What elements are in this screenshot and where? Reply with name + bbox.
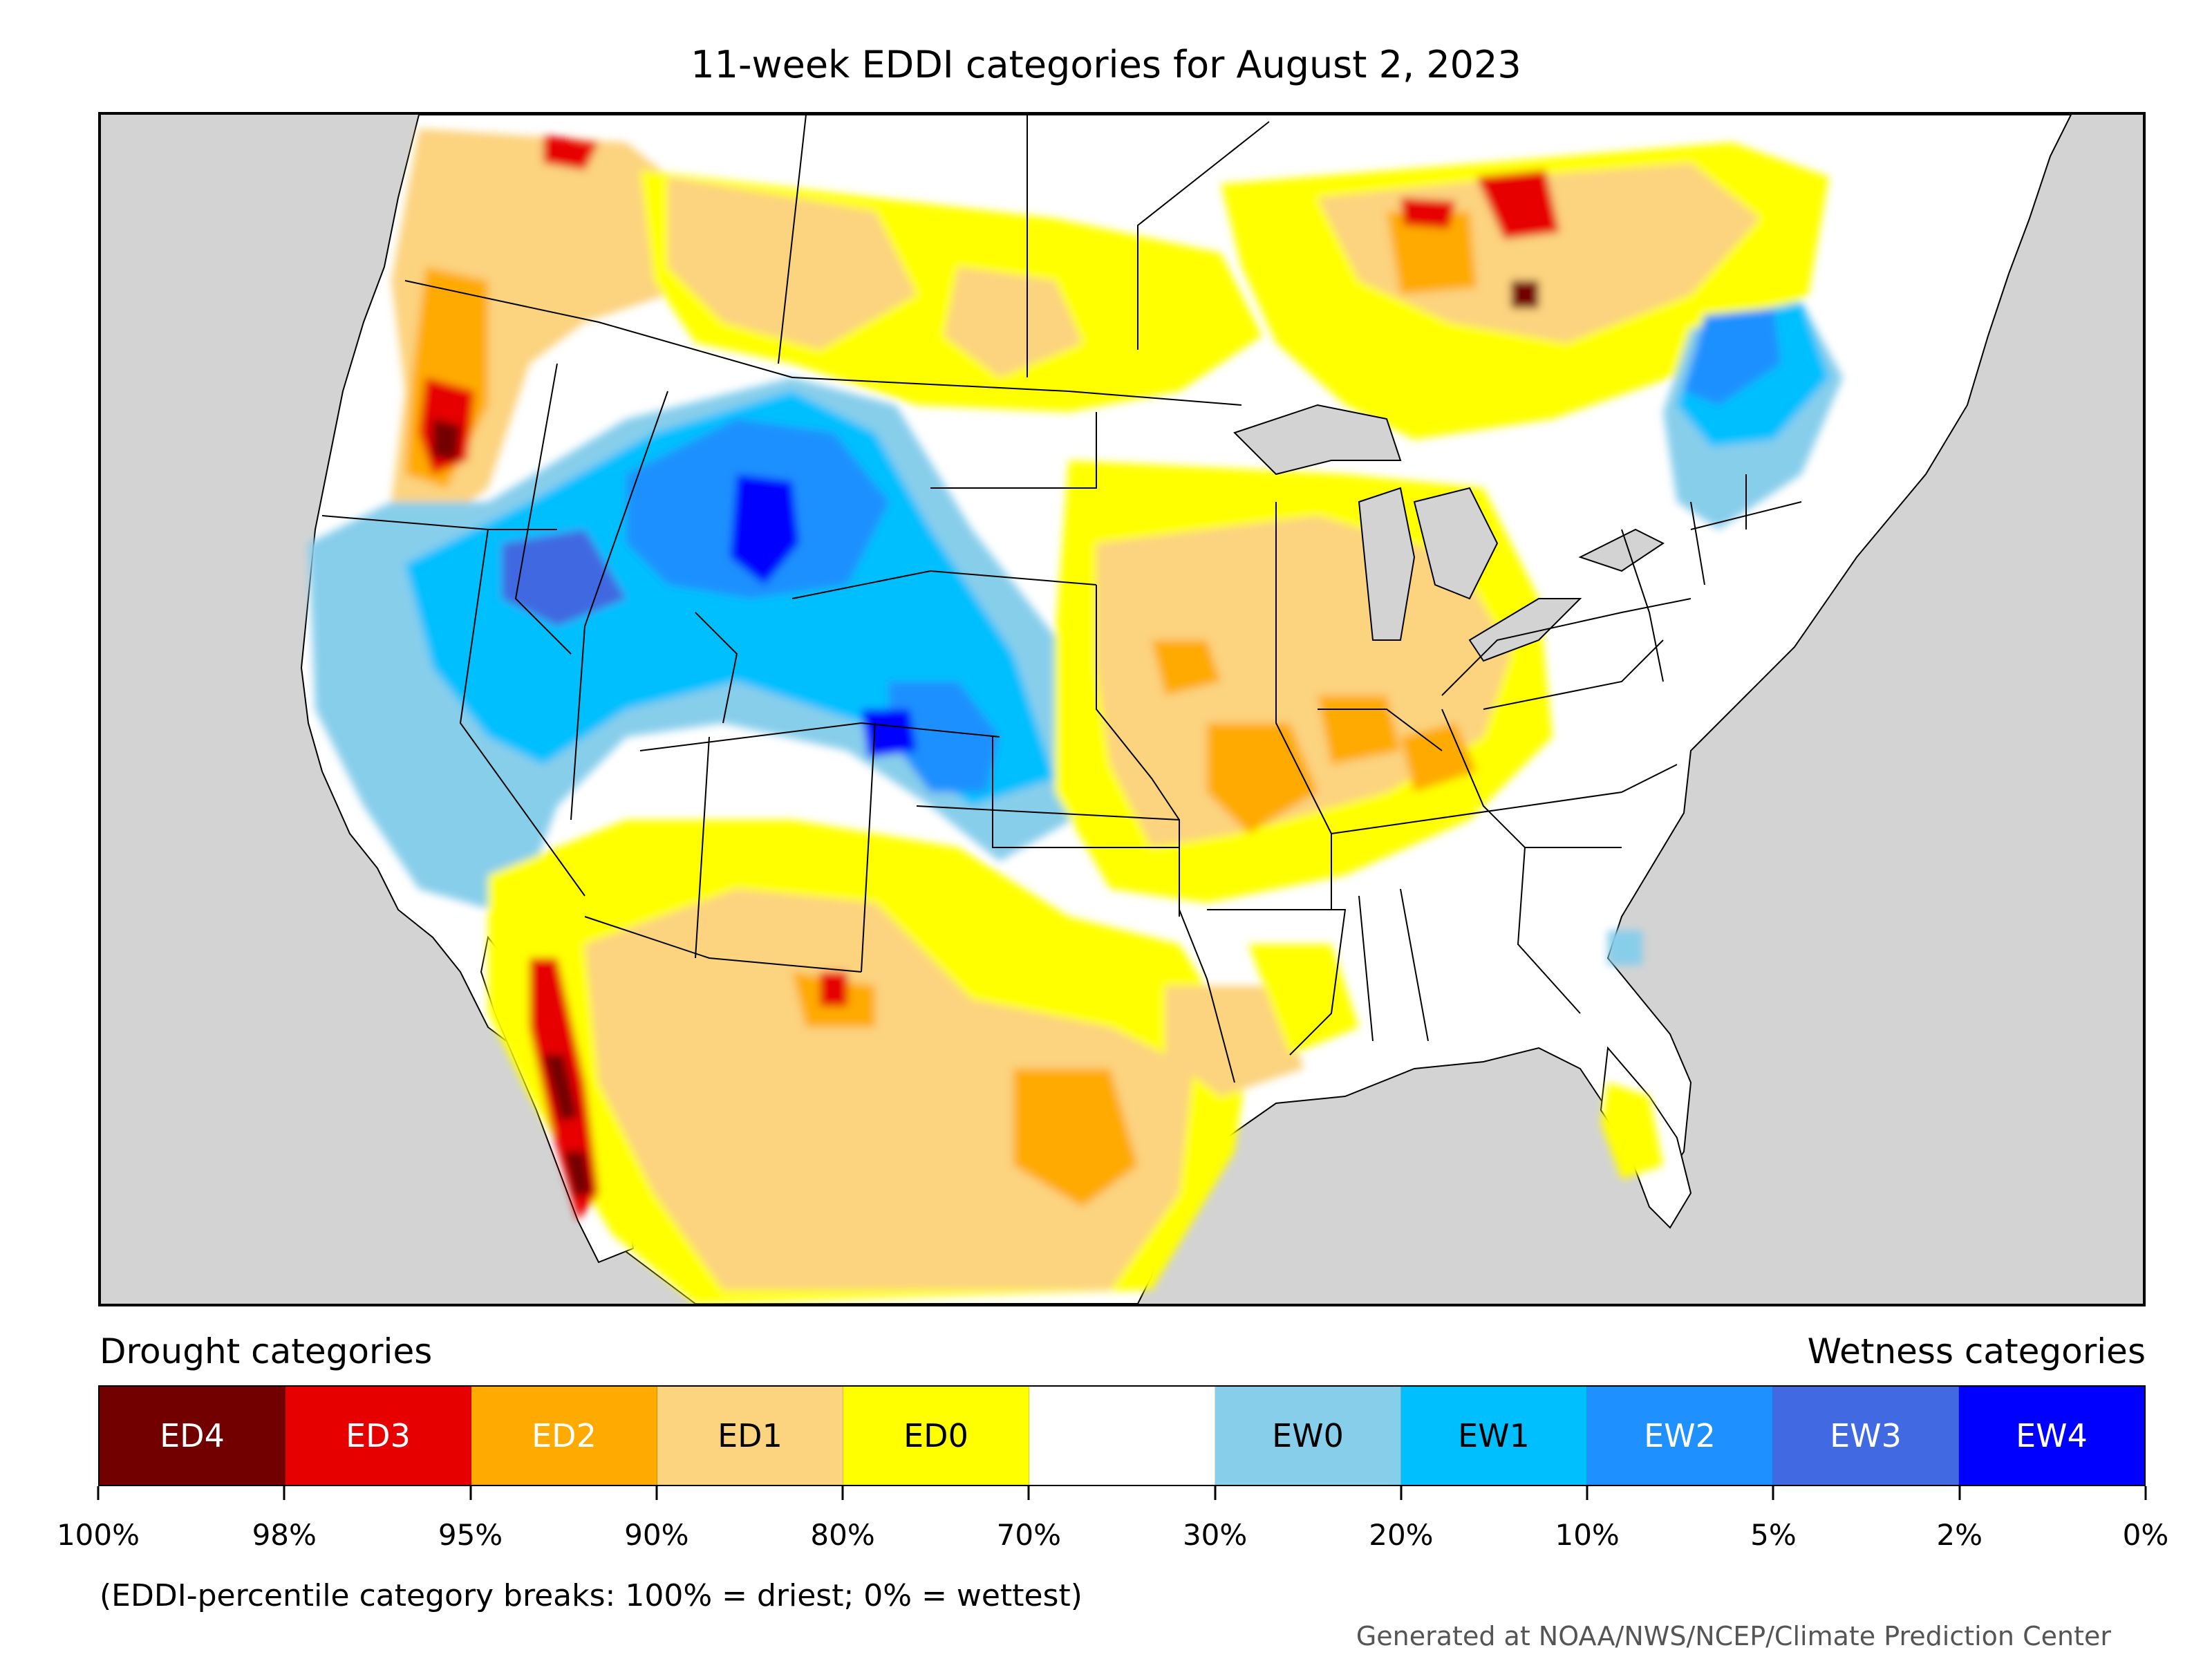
region-ed3 [820, 972, 847, 1006]
legend-tick-label: 20% [1369, 1518, 1434, 1552]
region-ed4 [543, 1055, 578, 1121]
legend-tick [2144, 1486, 2147, 1500]
region-ed2 [1387, 212, 1477, 294]
boundaries [321, 115, 1802, 1083]
great-lakes [1233, 404, 1665, 662]
region-ed4 [564, 1152, 592, 1197]
legend-tick-label: 10% [1555, 1518, 1620, 1552]
legend-tick [1586, 1486, 1588, 1500]
region-ew2 [1684, 308, 1781, 405]
credit-line: Generated at NOAA/NWS/NCEP/Climate Predi… [1356, 1621, 2111, 1651]
region-ed1 [668, 177, 917, 350]
drought-categories-heading: Drought categories [100, 1331, 433, 1371]
legend-swatch-ew0: EW0 [1215, 1387, 1401, 1485]
region-ew4 [861, 709, 917, 758]
region-ed2 [1013, 1069, 1138, 1207]
region-ed0 [1248, 944, 1359, 1055]
legend-swatch-ew1: EW1 [1401, 1387, 1587, 1485]
legend-tick-label: 100% [56, 1518, 140, 1552]
legend-tick-label: 0% [2122, 1518, 2169, 1552]
legend-tick [283, 1486, 285, 1500]
legend-tick-label: 98% [252, 1518, 317, 1552]
legend-tick-label: 70% [996, 1518, 1062, 1552]
legend-tick [1958, 1486, 1961, 1500]
region-ed3 [1477, 170, 1559, 239]
legend-swatch-ed4: ED4 [100, 1387, 285, 1485]
legend-tick-label: 90% [624, 1518, 689, 1552]
legend-tick [1027, 1486, 1030, 1500]
wetness-categories-heading: Wetness categories [1807, 1331, 2146, 1371]
legend-swatch-ew2: EW2 [1587, 1387, 1773, 1485]
region-ew4 [730, 474, 799, 585]
legend-tick [1772, 1486, 1774, 1500]
region-ed2 [1152, 640, 1221, 695]
legend-tick [97, 1486, 100, 1500]
region-ed0 [1601, 1082, 1663, 1179]
region-ed1 [1165, 986, 1304, 1096]
category-shading [308, 129, 1843, 1304]
region-ed4 [1511, 281, 1539, 308]
legend-tick [1214, 1486, 1217, 1500]
legend-tick-label: 2% [1936, 1518, 1983, 1552]
legend-tick-label: 80% [810, 1518, 875, 1552]
legend-swatch-ed2: ED2 [471, 1387, 657, 1485]
region-ew0 [1608, 930, 1642, 965]
legend-tick-label: 5% [1750, 1518, 1797, 1552]
map-frame [98, 112, 2146, 1306]
region-ed1 [944, 267, 1082, 377]
region-ew2 [889, 682, 1000, 792]
region-ed2 [1400, 723, 1477, 792]
legend-tick-label: 30% [1182, 1518, 1248, 1552]
legend-tick [469, 1486, 472, 1500]
legend-tick-label: 95% [438, 1518, 503, 1552]
legend-swatch-ew3: EW3 [1773, 1387, 1959, 1485]
legend-swatch-ew4: EW4 [1959, 1387, 2144, 1485]
legend-tick [841, 1486, 844, 1500]
map-title: 11-week EDDI categories for August 2, 20… [691, 43, 1521, 86]
legend-ticks [97, 1486, 2147, 1500]
eddi-map [101, 115, 2143, 1304]
legend-tick [655, 1486, 658, 1500]
legend-swatch-ed0: ED0 [843, 1387, 1029, 1485]
region-ed4 [433, 419, 460, 460]
region-ed1 [585, 889, 1193, 1290]
region-ed3 [1400, 198, 1456, 229]
category-legend-bar: ED4 ED3 ED2 ED1 ED0 EW0 EW1 EW2 EW3 EW4 [98, 1385, 2146, 1486]
region-ed2 [1318, 695, 1400, 765]
legend-tick [1400, 1486, 1403, 1500]
region-ew3 [502, 529, 626, 626]
region-ed3 [543, 135, 599, 170]
legend-swatch-neutral [1029, 1387, 1215, 1485]
legend-tick-labels: 100% 98% 95% 90% 80% 70% 30% 20% 10% 5% 2% 0% [57, 1518, 2168, 1559]
legend-swatch-ed3: ED3 [285, 1387, 471, 1485]
legend-swatch-ed1: ED1 [657, 1387, 843, 1485]
category-breaks-note: (EDDI-percentile category breaks: 100% =… [100, 1578, 1082, 1613]
